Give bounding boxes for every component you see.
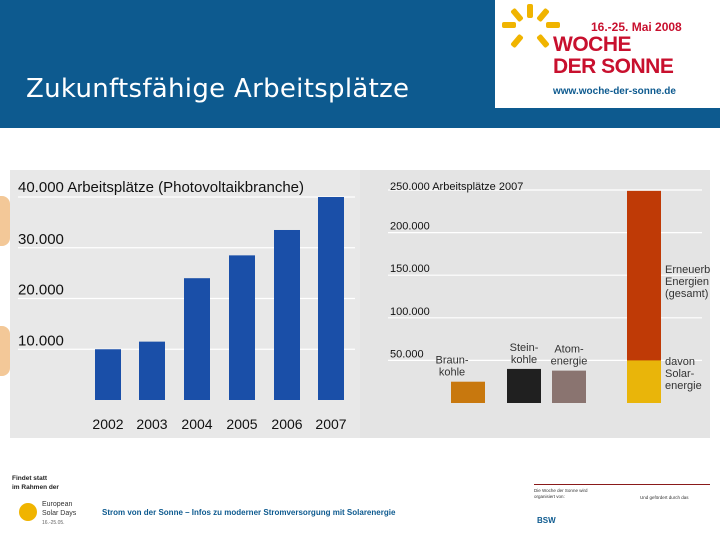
sun-icon: [502, 4, 560, 48]
footer-tagline: Strom von der Sonne – Infos zu moderner …: [102, 508, 396, 517]
jobs-bar-solar: [627, 360, 661, 403]
pv-bar: [274, 229, 300, 400]
jobs-bar: [552, 370, 586, 403]
pv-bar: [139, 341, 165, 400]
footer-note-line2: im Rahmen der: [12, 484, 59, 491]
pv-ytick-label: 20.000: [18, 282, 64, 299]
jobs-bar-label: Braun-: [435, 355, 468, 367]
esd-sun-icon: [19, 503, 37, 521]
jobs-ytick-label: 200.000: [390, 221, 430, 233]
jobs-bar-label: Erneuerbare: [665, 264, 710, 276]
pv-ytick-label: 30.000: [18, 231, 64, 248]
side-tab-bottom: [0, 326, 10, 376]
jobs-solar-label: energie: [665, 380, 702, 392]
footer-divider: [534, 484, 710, 485]
jobs-bar: [507, 368, 541, 403]
jobs-ytick-label: 100.000: [390, 306, 430, 318]
esd-line2: Solar Days: [42, 510, 77, 517]
pv-bar: [318, 197, 344, 400]
jobs-solar-label: Solar-: [665, 368, 695, 380]
jobs-bar-label: (gesamt): [665, 288, 708, 300]
event-date: 16.-25. Mai 2008: [591, 20, 682, 34]
charts-svg: 10.000 20.000 30.000 40.000 Arbeitsplätze (…: [10, 170, 720, 438]
pv-xtick-label: 2004: [181, 416, 212, 432]
bsw-logo: BSW: [537, 516, 556, 525]
jobs-bar-label: energie: [551, 356, 588, 368]
pv-xtick-label: 2005: [226, 416, 257, 432]
event-name-line2: DER SONNE: [553, 55, 674, 78]
jobs-bar-label: Stein-: [510, 342, 539, 354]
footer-note-line1: Findet statt: [12, 475, 48, 482]
ministry-note: Und gefördert durch das: [640, 495, 689, 500]
pv-bar: [95, 349, 121, 400]
jobs-bar-label: Energien: [665, 276, 709, 288]
event-name-line1: WOCHE: [553, 33, 632, 56]
event-logo: [495, 0, 720, 108]
side-tab-top: [0, 196, 10, 246]
footer-note: Findet statt im Rahmen der: [12, 474, 59, 492]
chart-panel: 10.000 20.000 30.000 40.000 Arbeitsplätze (…: [10, 170, 720, 438]
pv-bar: [229, 255, 255, 400]
event-url[interactable]: www.woche-der-sonne.de: [553, 86, 676, 97]
jobs-solar-label: davon: [665, 356, 695, 368]
pv-xtick-label: 2002: [92, 416, 123, 432]
pv-xtick-label: 2006: [271, 416, 302, 432]
slide-title: Zukunftsfähige Arbeitsplätze: [26, 74, 410, 104]
jobs-chart-title: 250.000 Arbeitsplätze 2007: [390, 181, 523, 193]
jobs-bar-label: Atom-: [554, 344, 584, 356]
jobs-ytick-label: 50.000: [390, 348, 424, 360]
pv-ytick-label: 10.000: [18, 332, 64, 349]
pv-xtick-label: 2003: [136, 416, 167, 432]
jobs-ytick-label: 150.000: [390, 263, 430, 275]
pv-xtick-label: 2007: [315, 416, 346, 432]
jobs-bar-label: kohle: [439, 367, 465, 379]
european-solar-days-logo: European Solar Days 16.-25.05.: [19, 501, 77, 526]
jobs-bar-label: kohle: [511, 354, 537, 366]
esd-line3: 16.-25.05.: [42, 520, 65, 526]
esd-line1: European: [42, 501, 72, 508]
pv-bar: [184, 278, 210, 400]
bsw-note: Die Woche der Sonne wird organisiert von…: [534, 488, 588, 499]
jobs-bar: [451, 381, 485, 403]
pv-chart-title: 40.000 Arbeitsplätze (Photovoltaikbranch…: [18, 179, 304, 196]
